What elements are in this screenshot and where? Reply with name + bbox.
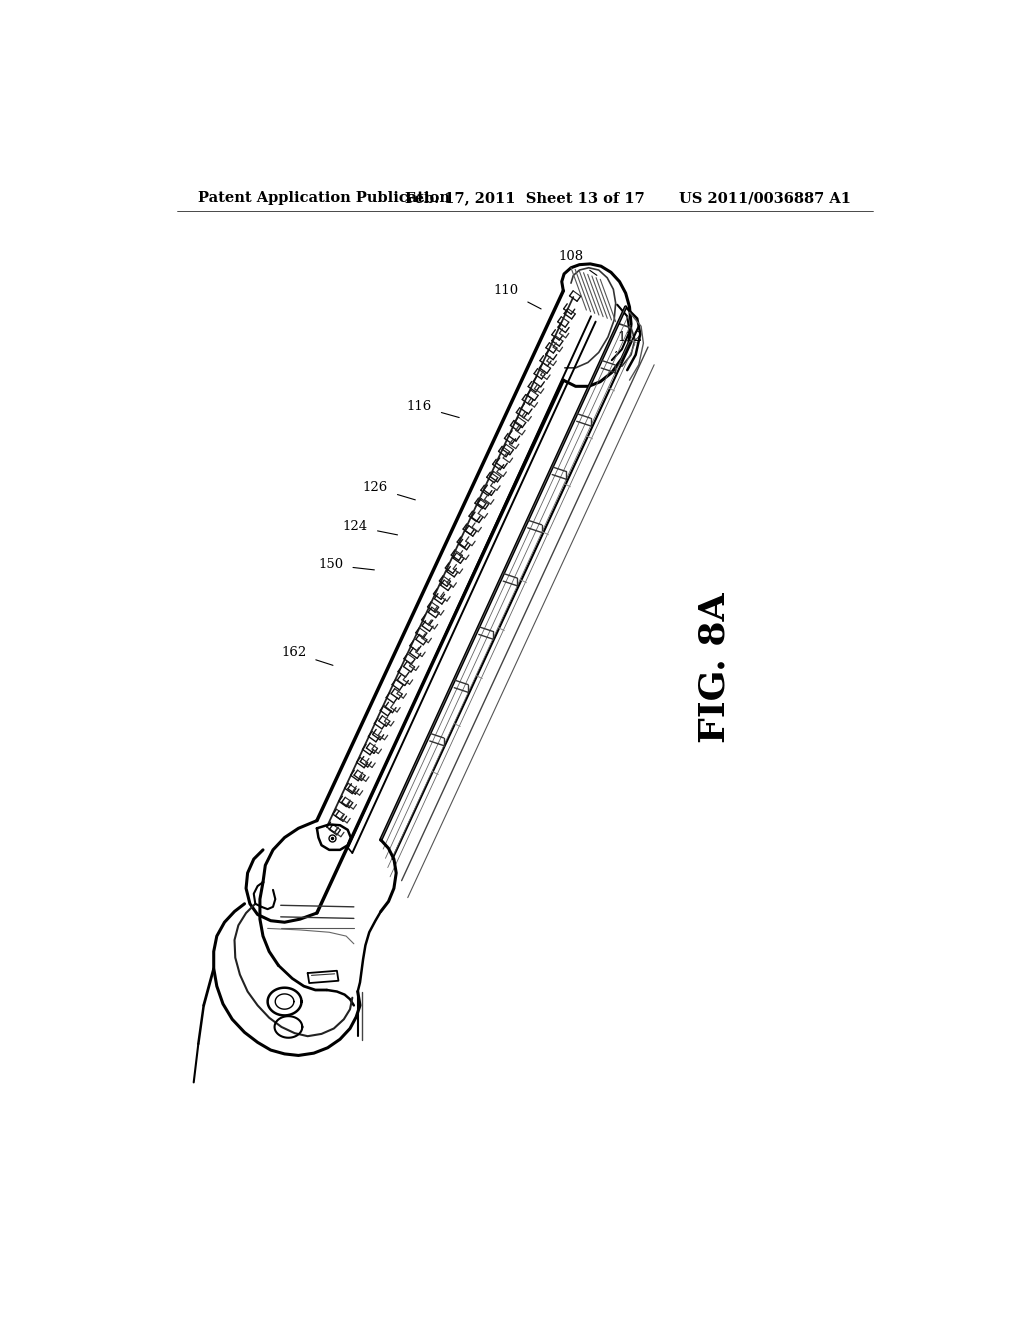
Text: Patent Application Publication: Patent Application Publication xyxy=(199,191,451,206)
Text: 126: 126 xyxy=(362,482,416,500)
Text: 112: 112 xyxy=(615,330,642,352)
Text: 108: 108 xyxy=(558,251,597,276)
Text: 162: 162 xyxy=(282,647,333,665)
Text: FIG. 8A: FIG. 8A xyxy=(697,593,731,743)
Text: Feb. 17, 2011  Sheet 13 of 17: Feb. 17, 2011 Sheet 13 of 17 xyxy=(404,191,645,206)
Text: 116: 116 xyxy=(407,400,459,417)
Text: 124: 124 xyxy=(343,520,397,535)
Text: 110: 110 xyxy=(494,284,541,309)
Text: 150: 150 xyxy=(318,558,375,572)
Text: US 2011/0036887 A1: US 2011/0036887 A1 xyxy=(679,191,851,206)
